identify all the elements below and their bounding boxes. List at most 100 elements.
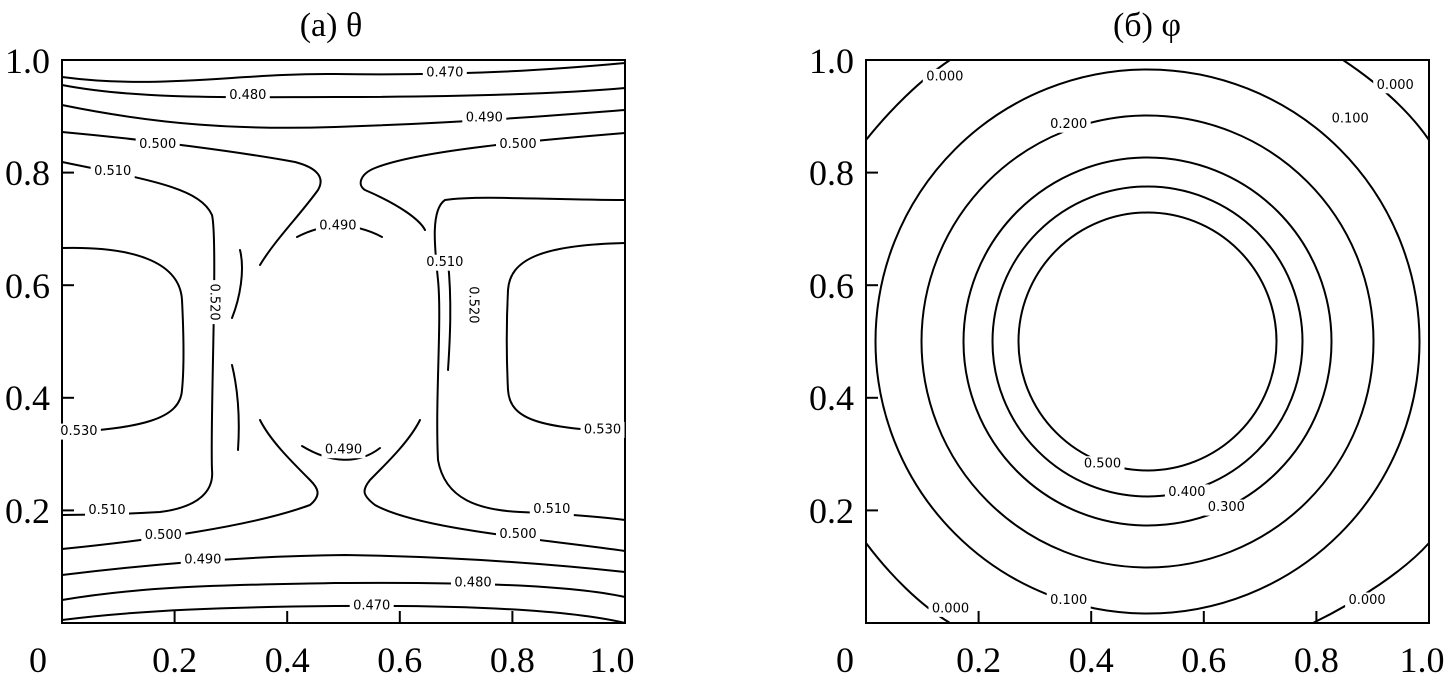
contour-line-0.400 [991, 185, 1304, 498]
contour-line-0.510-left [61, 161, 216, 516]
contour-label-text: 0.470 [426, 65, 463, 80]
contour-label-0.530: 0.530 [56, 423, 101, 440]
contour-label-text: 0.530 [584, 422, 621, 437]
contour-label-background [1345, 592, 1390, 609]
contour-label-0.000: 0.000 [1345, 592, 1390, 609]
contour-line-0.480-top [61, 84, 626, 99]
contour-label-0.500: 0.500 [1080, 456, 1125, 473]
x-tick-label: 0 [29, 640, 47, 680]
contour-label-text: 0.300 [1208, 500, 1245, 515]
contour-line-0.000-bottomright [1312, 542, 1430, 624]
contour-label-0.000: 0.000 [928, 600, 973, 617]
contour-labels-phi: 0.000 0.000 0.000 0.000 0.100 0.100 0.200 0.300… [922, 68, 1418, 617]
contour-label-text: 0.500 [1084, 457, 1121, 472]
contour-label-background [422, 64, 467, 81]
contour-label-background [465, 282, 481, 327]
contour-label-text: 0.480 [454, 576, 491, 591]
contour-label-background [1046, 592, 1091, 609]
contour-label-background [56, 423, 101, 440]
contour-label-text: 0.400 [1168, 485, 1205, 500]
contour-label-background [928, 600, 973, 617]
contour-label-0.100: 0.100 [1328, 111, 1373, 128]
x-tick-label: 0.2 [152, 640, 197, 680]
contour-line-0.490-inner-bottom [301, 445, 381, 461]
contour-label-background [315, 218, 360, 235]
contour-line-0.480-bottom [61, 581, 626, 601]
contour-label-background [496, 136, 540, 153]
contour-label-text: 0.510 [94, 164, 131, 179]
panel-phi: (б) φ 0.0000.0000.0000.0000.1000.1000.20… [809, 7, 1445, 680]
contour-label-0.400: 0.400 [1164, 484, 1209, 501]
contour-label-background [1328, 111, 1373, 128]
contour-label-text: 0.000 [1348, 593, 1385, 608]
panel-title-phi: (б) φ [1113, 7, 1181, 44]
panel-theta: (a) θ 0.470 0.470 0.480 0.480 0.4 [5, 7, 635, 680]
contour-label-text: 0.000 [926, 69, 963, 84]
contour-label-0.520: 0.520 [206, 280, 222, 325]
contour-label-background [1046, 116, 1091, 133]
contour-label-text: 0.490 [184, 552, 221, 567]
contour-label-background [422, 254, 467, 271]
contour-label-0.510: 0.510 [90, 163, 135, 180]
y-tick-label: 0.8 [809, 153, 854, 193]
x-tick-label: 0.4 [265, 640, 310, 680]
contour-label-0.510: 0.510 [422, 254, 467, 271]
contour-labels-theta: 0.470 0.470 0.480 0.480 0.490 0.490 0.490 0.490… [56, 64, 625, 615]
x-tick-label: 0.8 [1294, 640, 1339, 680]
x-axis-phi: 0 0.2 0.4 0.6 0.8 1.0 [836, 611, 1445, 680]
contour-label-0.500: 0.500 [141, 527, 186, 544]
x-axis-theta: 0 0.2 0.4 0.6 0.8 1.0 [29, 611, 635, 680]
x-tick-label: 0.2 [956, 640, 1001, 680]
contour-label-0.500: 0.500 [496, 526, 540, 543]
contour-line-0.000-topright [1342, 59, 1430, 141]
contour-line-0.520-right [447, 261, 452, 371]
contour-label-background [496, 526, 540, 543]
y-tick-label: 0.6 [809, 266, 854, 306]
contour-label-background [141, 527, 186, 544]
panel-title-theta: (a) θ [300, 7, 363, 44]
y-axis-theta: 0.2 0.4 0.6 0.8 1.0 [5, 41, 74, 531]
contour-line-0.490-top [61, 104, 626, 129]
contour-label-0.100: 0.100 [1046, 592, 1091, 609]
contour-label-background [135, 136, 180, 153]
contour-label-0.470: 0.470 [349, 598, 394, 615]
y-tick-label: 0.2 [5, 491, 50, 531]
contour-label-background [225, 87, 270, 104]
theta-contours [61, 62, 626, 624]
contour-label-0.480: 0.480 [451, 575, 495, 591]
contour-line-0.000-topleft [865, 59, 951, 141]
contour-label-background [451, 575, 495, 591]
y-axis-phi: 0.2 0.4 0.6 0.8 1.0 [809, 41, 878, 531]
contour-label-0.200: 0.200 [1046, 116, 1091, 133]
contour-label-0.510: 0.510 [529, 501, 574, 518]
contour-label-0.000: 0.000 [922, 68, 967, 85]
contour-label-background [462, 110, 507, 126]
contour-label-0.490: 0.490 [462, 110, 507, 126]
contour-label-text: 0.510 [533, 502, 570, 517]
x-tick-label: 0.6 [377, 640, 422, 680]
y-tick-label: 1.0 [5, 41, 50, 81]
phi-contours [865, 59, 1430, 624]
contour-label-0.490: 0.490 [180, 551, 225, 568]
contour-label-text: 0.500 [499, 527, 536, 542]
contour-label-text: 0.100 [1050, 593, 1087, 608]
contour-label-background [349, 598, 394, 615]
contour-label-0.490: 0.490 [315, 218, 360, 235]
contour-label-background [85, 502, 129, 519]
contour-label-background [1204, 499, 1249, 516]
plot-frame [61, 59, 626, 624]
y-tick-label: 0.4 [5, 378, 50, 418]
y-tick-label: 0.2 [809, 491, 854, 531]
y-tick-label: 0.6 [5, 266, 50, 306]
y-tick-label: 0.8 [5, 153, 50, 193]
y-tick-label: 1.0 [809, 41, 854, 81]
contour-label-text: 0.500 [499, 137, 536, 152]
contour-line-0.510-right [433, 196, 626, 521]
contour-label-0.500: 0.500 [135, 136, 180, 153]
contour-line-0.100 [874, 68, 1421, 615]
contour-label-background [321, 442, 366, 459]
contour-label-background [529, 501, 574, 518]
x-tick-label: 1.0 [1400, 640, 1445, 680]
contour-label-text: 0.490 [325, 443, 362, 458]
contour-label-0.510: 0.510 [85, 502, 129, 519]
